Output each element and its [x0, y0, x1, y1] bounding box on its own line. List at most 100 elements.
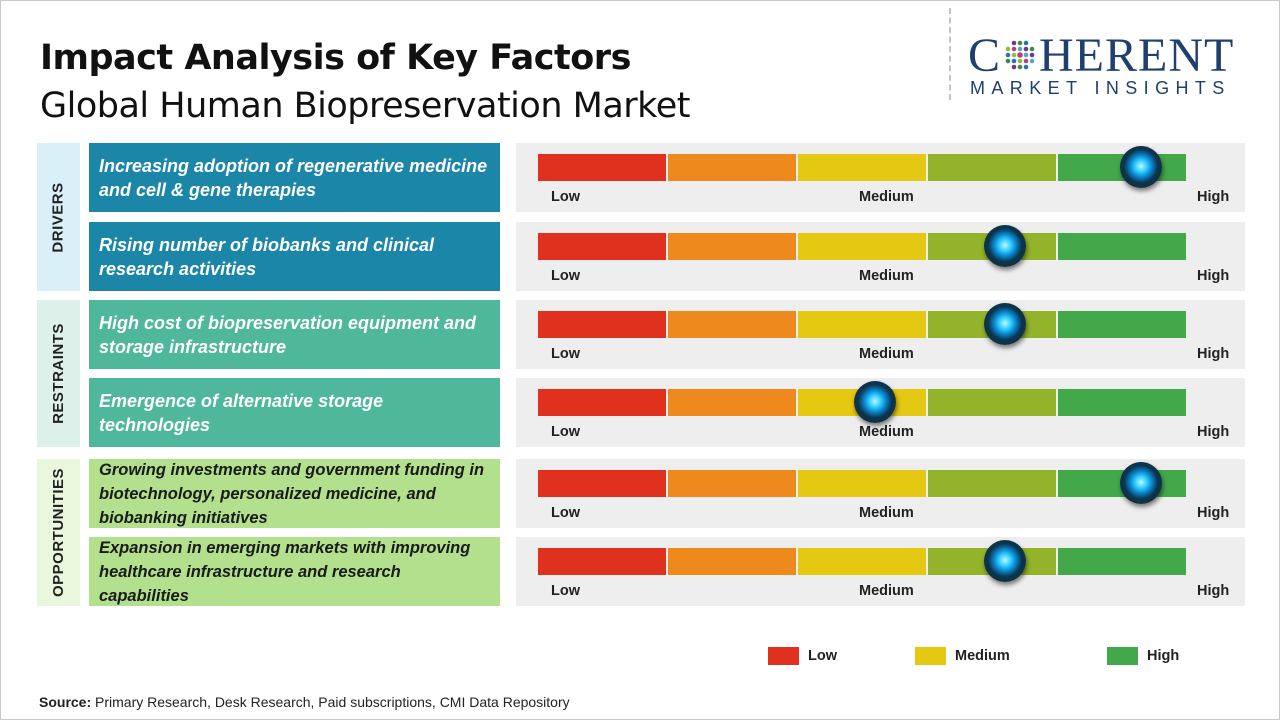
gauge-segment — [668, 311, 796, 338]
scale-label-low: Low — [551, 505, 580, 521]
scale-label-high: High — [1197, 505, 1230, 521]
gauge-segment — [798, 311, 926, 338]
gauge-segment — [668, 470, 796, 497]
scale-label-medium: Medium — [859, 346, 914, 362]
legend-item-medium: Medium — [915, 647, 1010, 665]
scale-label-low: Low — [551, 268, 580, 284]
category-text: RESTRAINTS — [50, 323, 67, 424]
logo-dot — [1029, 52, 1035, 58]
gauge-segment — [668, 548, 796, 575]
gauge-segment — [538, 470, 666, 497]
factor-label: High cost of biopreservation equipment a… — [89, 300, 500, 369]
gauge-segment — [538, 389, 666, 416]
scale-label-high: High — [1197, 346, 1230, 362]
gauge-bar — [538, 233, 1186, 260]
category-label-opportunities: OPPORTUNITIES — [37, 459, 80, 606]
impact-indicator-knob — [983, 303, 1026, 345]
impact-gauge: Low Medium High — [516, 378, 1245, 447]
scale-label-medium: Medium — [859, 505, 914, 521]
logo-dot — [1011, 58, 1017, 64]
gauge-bar — [538, 389, 1186, 416]
legend-label: Medium — [955, 648, 1010, 664]
gauge-segment — [798, 154, 926, 181]
scale-label-low: Low — [551, 424, 580, 440]
gauge-segment — [798, 233, 926, 260]
gauge-segment — [928, 470, 1056, 497]
impact-indicator-knob — [983, 225, 1026, 267]
category-text: DRIVERS — [50, 181, 67, 253]
impact-gauge: Low Medium High — [516, 143, 1245, 212]
gauge-segment — [538, 233, 666, 260]
gauge-segment — [538, 154, 666, 181]
scale-label-low: Low — [551, 583, 580, 599]
logo-dot — [1023, 64, 1029, 70]
company-logo: C HERENT MARKET INSIGHTS — [968, 28, 1268, 108]
gauge-segment — [538, 311, 666, 338]
legend-swatch — [768, 647, 799, 665]
legend-swatch — [1107, 647, 1138, 665]
scale-label-medium: Medium — [859, 268, 914, 284]
logo-tagline: MARKET INSIGHTS — [970, 78, 1231, 98]
gauge-segment — [668, 154, 796, 181]
gauge-segment — [538, 548, 666, 575]
gauge-segment — [798, 470, 926, 497]
factor-label: Emergence of alternative storage technol… — [89, 378, 500, 447]
impact-gauge: Low Medium High — [516, 537, 1245, 606]
gauge-segment — [928, 389, 1056, 416]
legend-swatch — [915, 647, 946, 665]
legend-label: High — [1147, 648, 1180, 664]
logo-dot — [1023, 46, 1029, 52]
logo-dot — [1023, 40, 1029, 46]
scale-label-low: Low — [551, 346, 580, 362]
category-label-drivers: DRIVERS — [37, 143, 80, 291]
gauge-segment — [1058, 311, 1186, 338]
logo-dot — [1023, 58, 1029, 64]
scale-label-medium: Medium — [859, 583, 914, 599]
logo-divider — [949, 8, 951, 100]
scale-label-high: High — [1197, 268, 1230, 284]
logo-letters-herent: HERENT — [1039, 29, 1235, 82]
logo-dot — [1005, 52, 1011, 58]
impact-gauge: Low Medium High — [516, 300, 1245, 369]
gauge-segment — [1058, 548, 1186, 575]
category-text: OPPORTUNITIES — [50, 467, 68, 598]
legend-label: Low — [808, 648, 837, 664]
impact-indicator-knob — [1119, 462, 1162, 504]
logo-dot — [1017, 52, 1023, 58]
logo-dot — [1005, 58, 1011, 64]
scale-label-high: High — [1197, 189, 1230, 205]
impact-indicator-knob — [1119, 146, 1162, 188]
factor-label: Rising number of biobanks and clinical r… — [89, 222, 500, 291]
logo-dot — [1011, 64, 1017, 70]
gauge-segment — [1058, 233, 1186, 260]
chart-title: Impact Analysis of Key Factors — [40, 38, 631, 78]
logo-wordmark: C HERENT — [968, 28, 1234, 84]
impact-indicator-knob — [853, 381, 896, 423]
logo-dot — [1011, 46, 1017, 52]
gauge-segment — [668, 233, 796, 260]
logo-dot — [1017, 46, 1023, 52]
logo-letter-c: C — [968, 29, 1002, 82]
gauge-segment — [928, 154, 1056, 181]
gauge-bar — [538, 548, 1186, 575]
scale-label-high: High — [1197, 424, 1230, 440]
factor-label: Growing investments and government fundi… — [89, 459, 500, 528]
logo-dot — [1017, 58, 1023, 64]
logo-dot — [1011, 40, 1017, 46]
gauge-bar — [538, 154, 1186, 181]
impact-indicator-knob — [983, 540, 1026, 582]
category-label-restraints: RESTRAINTS — [37, 300, 80, 447]
scale-label-medium: Medium — [859, 424, 914, 440]
logo-dot — [1023, 52, 1029, 58]
scale-label-medium: Medium — [859, 189, 914, 205]
factor-label: Increasing adoption of regenerative medi… — [89, 143, 500, 212]
gauge-segment — [798, 548, 926, 575]
logo-dots-icon — [1005, 40, 1035, 70]
gauge-segment — [668, 389, 796, 416]
logo-dot — [1029, 58, 1035, 64]
source-note: Source: Primary Research, Desk Research,… — [39, 694, 570, 710]
chart-subtitle: Global Human Biopreservation Market — [40, 86, 690, 126]
gauge-segment — [1058, 389, 1186, 416]
impact-gauge: Low Medium High — [516, 222, 1245, 291]
source-text: Primary Research, Desk Research, Paid su… — [91, 694, 570, 710]
